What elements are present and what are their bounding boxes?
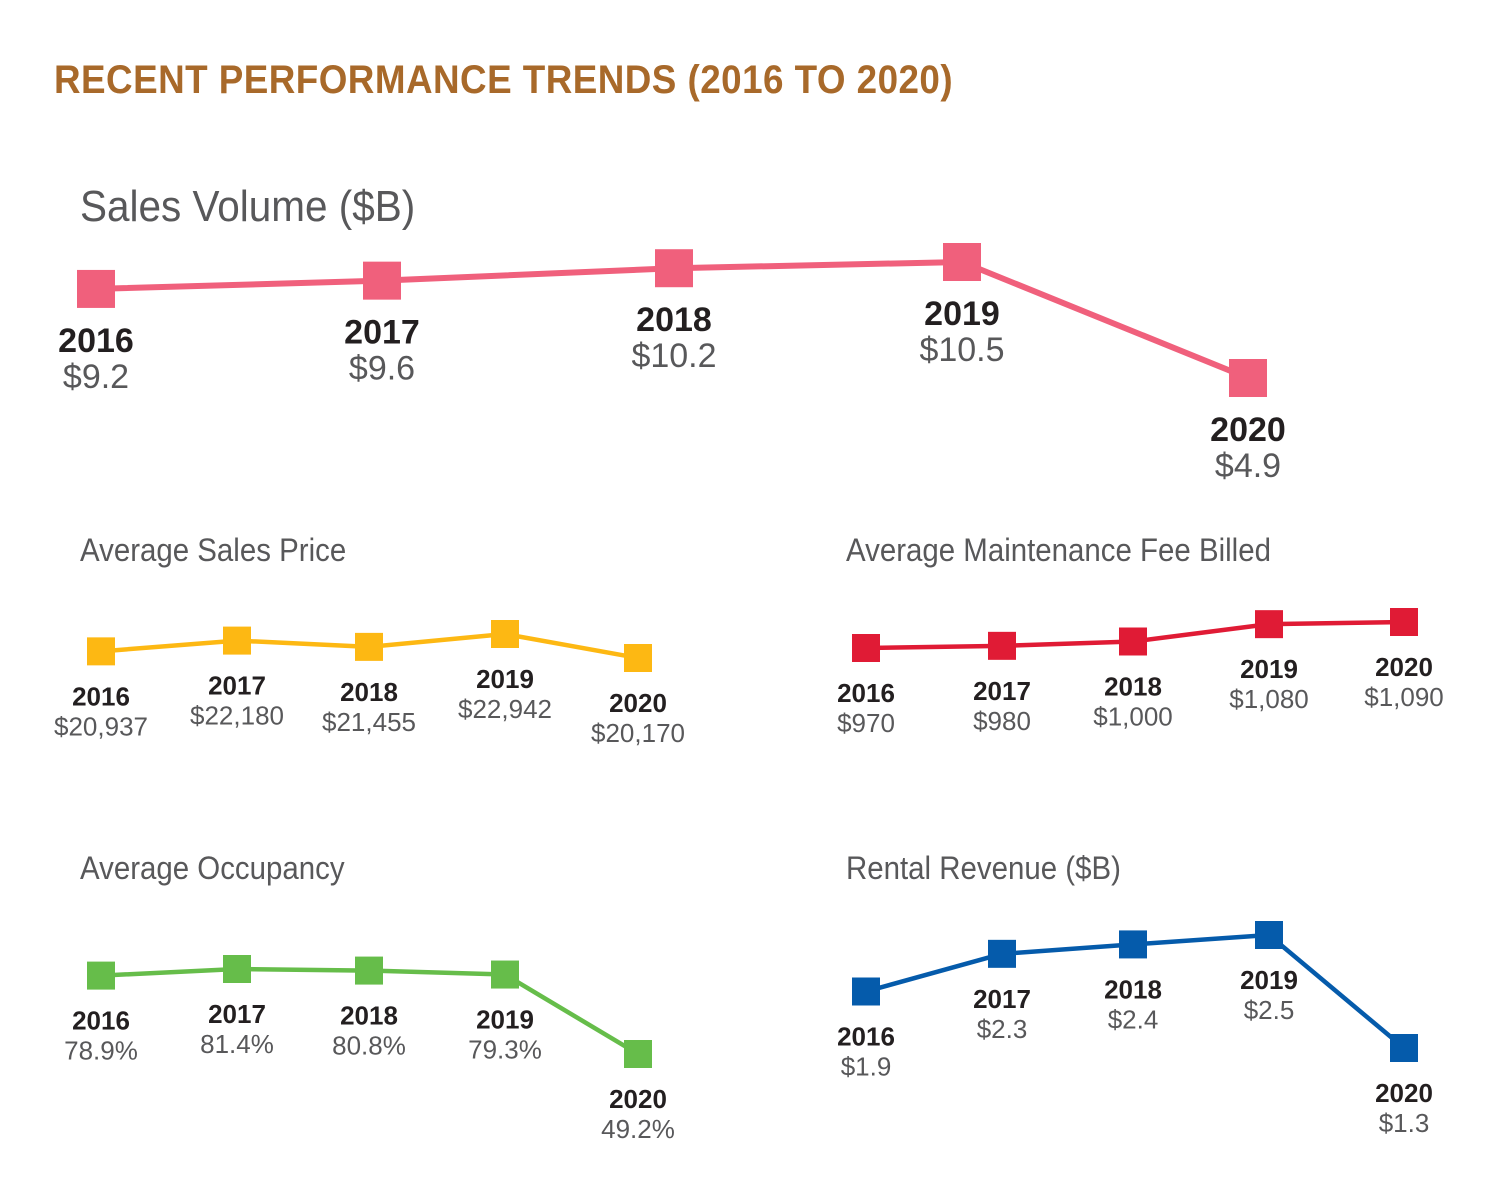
data-point-marker	[1255, 610, 1283, 639]
data-value-label: $22,180	[190, 701, 284, 731]
year-label: 2019	[476, 664, 534, 694]
year-label: 2016	[837, 1022, 895, 1052]
year-label: 2020	[1210, 411, 1286, 449]
data-value-label: $1,000	[1093, 702, 1173, 732]
data-point-marker	[943, 243, 981, 281]
year-label: 2018	[1104, 672, 1162, 702]
data-point-marker	[491, 960, 519, 989]
page-title: RECENT PERFORMANCE TRENDS (2016 TO 2020)	[54, 58, 954, 102]
chart-sales-volume: 2016$9.2 2017$9.6 2018$10.2 2019$10.5 2020$4…	[58, 243, 1286, 485]
data-value-label: $1.9	[841, 1052, 892, 1082]
year-label: 2016	[72, 681, 130, 711]
year-label: 2018	[340, 1001, 398, 1031]
data-point-marker	[852, 977, 880, 1006]
year-label: 2020	[609, 1084, 667, 1114]
year-label: 2016	[72, 1006, 130, 1036]
year-label: 2019	[924, 295, 1000, 333]
data-point-marker	[988, 939, 1016, 968]
data-point-marker	[363, 261, 401, 300]
data-value-label: $1.3	[1379, 1108, 1430, 1138]
data-value-label: $10.5	[919, 331, 1004, 369]
data-value-label: $20,937	[54, 711, 148, 741]
chart-avg-maintenance-fee: 2016$970 2017$980 2018$1,000 2019$1,080 2020…	[837, 608, 1444, 738]
year-label: 2017	[208, 671, 266, 701]
data-point-marker	[1119, 627, 1147, 656]
data-value-label: $10.2	[631, 337, 716, 375]
data-point-marker	[491, 620, 519, 648]
data-value-label: $22,942	[458, 694, 552, 724]
data-value-label: $1,090	[1364, 682, 1444, 712]
data-value-label: $4.9	[1215, 447, 1281, 485]
data-point-marker	[852, 634, 880, 662]
data-point-marker	[1390, 608, 1418, 636]
data-value-label: $980	[973, 706, 1031, 736]
data-value-label: $2.4	[1108, 1004, 1159, 1034]
data-point-marker	[988, 631, 1016, 660]
data-point-marker	[87, 637, 115, 666]
data-point-marker	[1229, 359, 1267, 397]
data-value-label: $1,080	[1229, 684, 1309, 714]
data-point-marker	[355, 632, 383, 661]
data-value-label: $970	[837, 708, 895, 738]
chart-avg-sales-price: 2016$20,937 2017$22,180 2018$21,455 2019$22…	[54, 620, 685, 748]
year-label: 2019	[1240, 654, 1298, 684]
year-label: 2018	[340, 677, 398, 707]
data-value-label: 80.8%	[332, 1031, 406, 1061]
data-point-marker	[355, 956, 383, 985]
data-point-marker	[624, 644, 652, 672]
data-point-marker	[1119, 930, 1147, 959]
data-value-label: $2.5	[1244, 995, 1295, 1025]
data-value-label: $2.3	[977, 1014, 1028, 1044]
data-point-marker	[223, 626, 251, 655]
chart-title-rental-revenue: Rental Revenue ($B)	[846, 850, 1121, 886]
data-value-label: $9.6	[349, 350, 415, 388]
data-point-marker	[655, 249, 693, 288]
data-value-label: 81.4%	[200, 1029, 274, 1059]
year-label: 2017	[344, 314, 420, 352]
data-value-label: 79.3%	[468, 1035, 542, 1065]
chart-title-avg-sales-price: Average Sales Price	[80, 532, 347, 568]
data-point-marker	[1390, 1034, 1418, 1062]
year-label: 2020	[609, 688, 667, 718]
data-point-marker	[223, 955, 251, 983]
data-point-marker	[77, 269, 115, 308]
year-label: 2016	[58, 322, 134, 360]
chart-title-avg-occupancy: Average Occupancy	[80, 850, 345, 886]
chart-title-avg-maintenance-fee: Average Maintenance Fee Billed	[846, 532, 1271, 568]
data-point-marker	[624, 1040, 652, 1068]
year-label: 2019	[476, 1005, 534, 1035]
year-label: 2016	[837, 678, 895, 708]
data-value-label: $20,170	[591, 718, 685, 748]
data-point-marker	[87, 961, 115, 990]
year-label: 2017	[973, 676, 1031, 706]
chart-title-sales-volume: Sales Volume ($B)	[80, 182, 416, 231]
data-value-label: 78.9%	[64, 1036, 138, 1066]
year-label: 2018	[1104, 974, 1162, 1004]
data-value-label: 49.2%	[601, 1114, 675, 1144]
year-label: 2017	[208, 999, 266, 1029]
data-value-label: $21,455	[322, 707, 416, 737]
data-value-label: $9.2	[63, 358, 129, 396]
chart-rental-revenue: 2016$1.9 2017$2.3 2018$2.4 2019$2.5 2020$1.3	[837, 921, 1433, 1138]
year-label: 2018	[636, 301, 712, 339]
year-label: 2017	[973, 984, 1031, 1014]
year-label: 2019	[1240, 965, 1298, 995]
year-label: 2020	[1375, 1078, 1433, 1108]
year-label: 2020	[1375, 652, 1433, 682]
data-point-marker	[1255, 921, 1283, 949]
